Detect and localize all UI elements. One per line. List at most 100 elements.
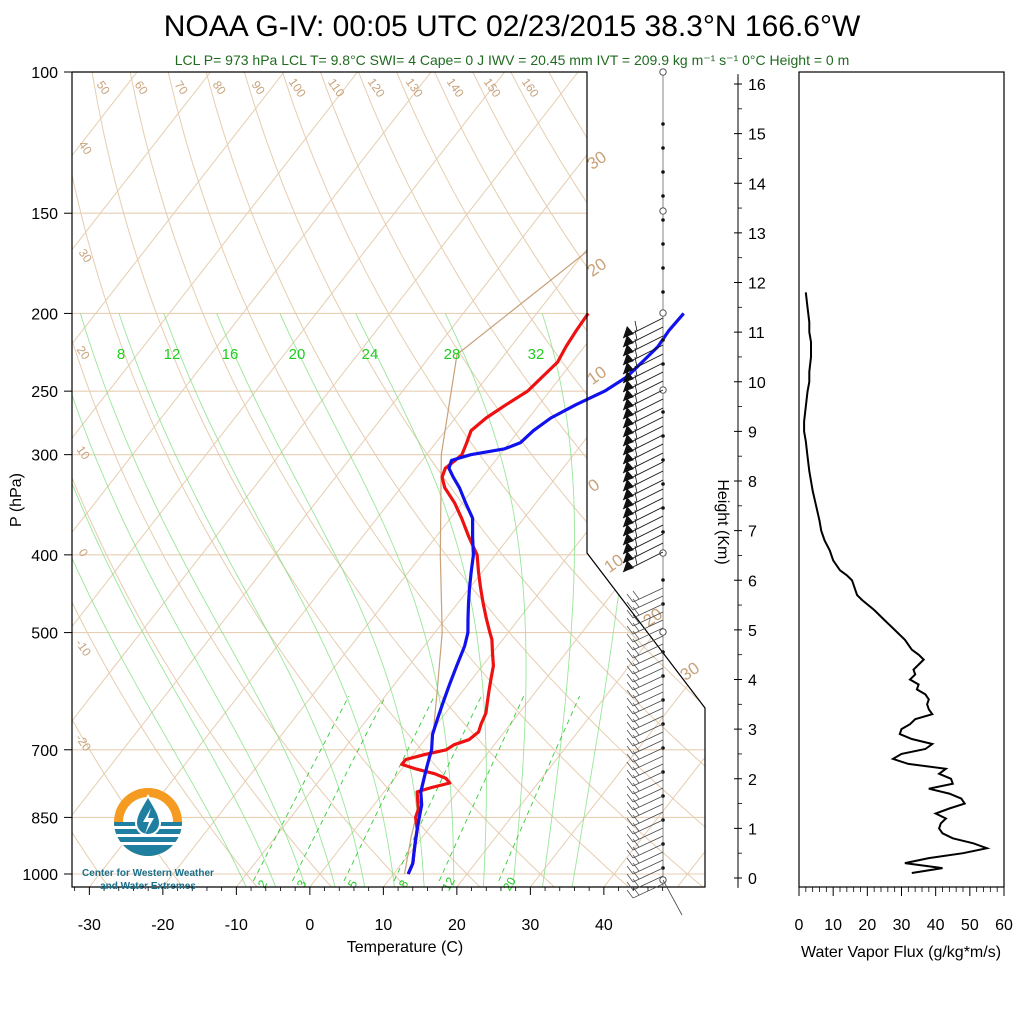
wind-feather-icon [632,702,640,712]
x-tick-label: -20 [151,917,174,934]
wind-feather-icon [626,641,634,651]
wind-feather-icon [634,419,638,431]
wind-barb-icon [632,803,664,819]
wind-feather-icon [626,601,634,611]
wind-feather-icon [626,785,634,795]
isotherm-label: 150 [481,75,504,100]
wind-feather-icon [634,464,638,476]
isotherm-label: 100 [286,75,309,100]
isotherm-line [72,72,211,887]
wind-barb-icon [632,795,664,811]
y-tick-label: 200 [31,306,58,323]
moist-adiabat-line [444,313,527,887]
flux-tick-label: 50 [961,917,979,934]
wind-feather-icon [634,509,638,521]
mixing-ratio-lines [253,695,581,882]
height-tick-label: 2 [748,772,757,789]
wind-barb-icon [632,691,664,707]
height-tick-label: 7 [748,524,757,541]
moist-adiabat-label: 20 [289,346,306,363]
wind-feather-icon [632,798,640,808]
wind-dot-icon [661,482,665,486]
wind-dot-icon [661,170,665,174]
dry-adiabat-line [205,72,705,887]
wind-pennant-icon [623,452,634,464]
wind-feather-icon [626,657,634,667]
wind-pennant-icon [623,497,634,509]
adiabat-label: 20 [584,254,610,280]
isotherm-line [456,72,705,887]
wind-feather-icon [626,729,634,739]
wind-feather-icon [626,873,634,883]
wind-feather-icon [632,774,640,784]
wind-feather-icon [634,536,638,548]
moist-adiabat-line [541,313,575,887]
wind-feather-icon [634,482,638,494]
isotherm-label: 130 [403,75,426,100]
wind-calm-icon [659,309,667,317]
isotherm-line [529,72,705,887]
wind-feather-icon [632,718,640,728]
isotherm-label: 30 [76,246,95,265]
mixing-ratio-line [393,695,482,882]
moist-adiabat-line [279,313,455,887]
wind-feather-icon [626,793,634,803]
wind-feather-icon [626,617,634,627]
wind-feather-icon [626,721,634,731]
grid-labels: 50 60 70 80 90 100 110 120 130 140 150 160403020100… [73,75,703,893]
wind-feather-icon [632,614,640,624]
wind-barb-icon [632,859,664,875]
dry-adiabat-line [243,72,705,887]
wind-barb-icon [632,843,664,859]
height-tick-label: 10 [748,375,766,392]
wind-feather-icon [634,545,638,557]
wind-feather-icon [626,833,634,843]
wind-barb-icon [632,627,664,643]
wind-pennant-icon [623,371,634,383]
x-tick-label: -10 [225,917,248,934]
isotherm-label: 110 [325,76,348,100]
wind-feather-icon [626,809,634,819]
wind-barb-icon [632,731,664,747]
wind-barb-icon [632,659,664,675]
wind-feather-icon [632,742,640,752]
dry-adiabat-line [72,72,261,887]
wind-barb-icon [632,667,664,683]
mixing-ratio-line [253,695,350,882]
dry-adiabat-line [72,72,485,887]
wind-feather-icon [632,830,640,840]
wind-dot-icon [661,290,665,294]
wind-feather-icon [634,410,638,422]
wind-barb-icon [632,835,664,851]
isotherm-label: -20 [73,732,95,755]
wind-feather-icon [634,383,638,395]
adiabat-label: 10 [601,550,627,576]
wind-barb-icon [632,675,664,691]
wind-dot-icon [661,266,665,270]
y-axis-label: P (hPa) [8,473,25,527]
wind-barb-icon [632,755,664,771]
wind-feather-icon [632,870,640,880]
wind-pennant-icon [623,335,634,347]
dry-adiabat-line [548,72,705,887]
wind-feather-icon [634,518,638,530]
x-tick-label: -30 [78,917,101,934]
adiabat-label: 30 [584,147,610,173]
wind-feather-icon [632,854,640,864]
wind-feather-icon [626,745,634,755]
x-tick-label: 40 [595,917,613,934]
logo-line-2: and Water Extremes [100,881,196,892]
dewpoint-line [406,312,685,875]
flux-tick-label: 0 [795,917,804,934]
wind-feather-icon [626,737,634,747]
dry-adiabat-line [358,72,705,887]
wind-feather-icon [626,689,634,699]
wind-barb-icon [632,763,664,779]
wind-barb-icon [632,683,664,699]
moist-adiabat-line [163,313,396,887]
wind-pennant-icon [623,380,634,392]
wind-feather-icon [632,846,640,856]
height-tick-label: 8 [748,474,757,491]
